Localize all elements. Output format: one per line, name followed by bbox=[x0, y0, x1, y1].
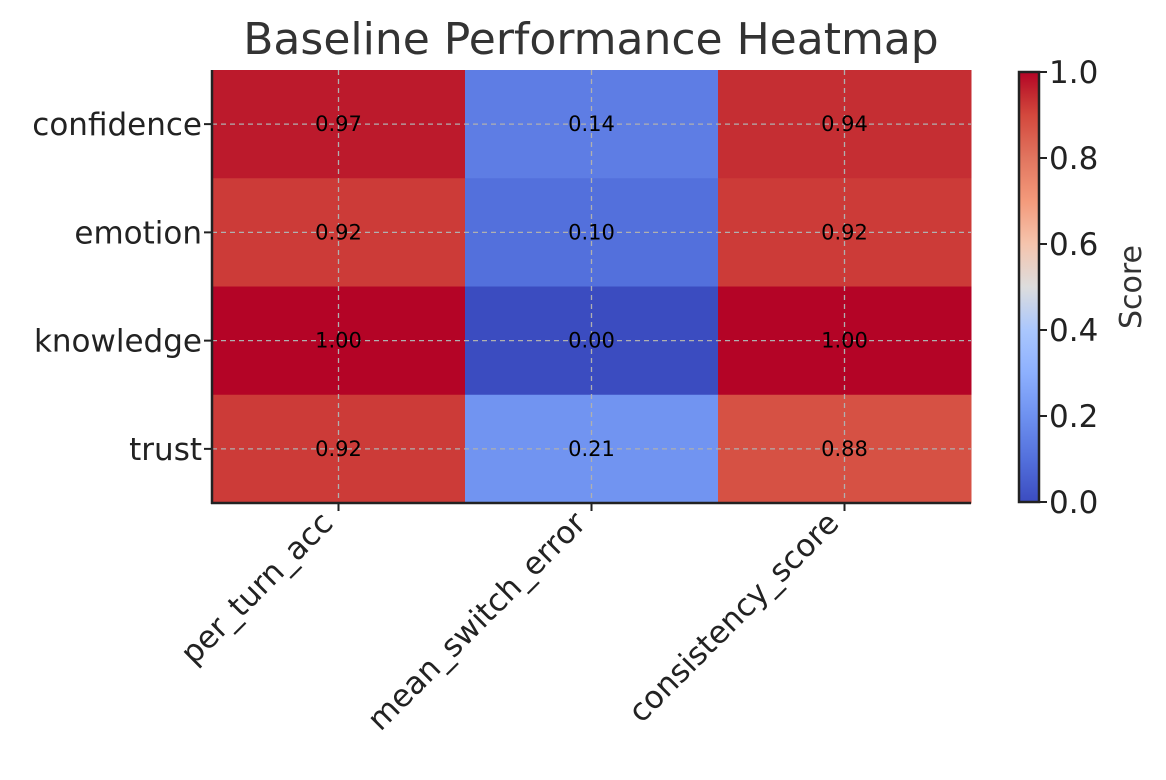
cell-value-label: 0.92 bbox=[821, 220, 868, 244]
axes bbox=[204, 70, 971, 511]
y-tick-label: trust bbox=[129, 432, 202, 468]
cell-value-label: 0.00 bbox=[568, 329, 615, 353]
colorbar-label: Score bbox=[1114, 245, 1149, 329]
y-tick-label: confidence bbox=[32, 107, 202, 143]
x-tick-labels: per_turn_acc mean_switch_error consistency… bbox=[174, 505, 846, 738]
x-tick-label: per_turn_acc bbox=[174, 505, 340, 671]
cell-value-label: 0.92 bbox=[315, 437, 362, 461]
colorbar-tick-label: 0.8 bbox=[1049, 141, 1098, 177]
x-tick-label: consistency_score bbox=[622, 505, 847, 730]
cell-value-label: 0.94 bbox=[821, 112, 868, 136]
cell-value-label: 1.00 bbox=[315, 329, 362, 353]
y-tick-labels: confidence emotion knowledge trust bbox=[32, 107, 202, 468]
cell-value-label: 0.14 bbox=[568, 112, 615, 136]
grid-lines bbox=[212, 70, 971, 503]
colorbar-tick-label: 0.6 bbox=[1049, 227, 1098, 263]
colorbar-tick-label: 0.4 bbox=[1049, 313, 1098, 349]
colorbar: 0.0 0.2 0.4 0.6 0.8 1.0 Score bbox=[1017, 55, 1149, 521]
y-tick-label: knowledge bbox=[34, 324, 202, 360]
cell-value-labels: 0.97 0.14 0.94 0.92 0.10 0.92 1.00 0.00 1.00 0.92… bbox=[315, 112, 868, 461]
colorbar-tick-label: 0.2 bbox=[1049, 399, 1098, 435]
colorbar-tick-label: 1.0 bbox=[1049, 55, 1098, 91]
y-tick-label: emotion bbox=[74, 215, 202, 251]
colorbar-gradient bbox=[1017, 70, 1041, 504]
cell-value-label: 0.10 bbox=[568, 220, 615, 244]
cell-value-label: 1.00 bbox=[821, 329, 868, 353]
cell-value-label: 0.97 bbox=[315, 112, 362, 136]
cell-value-label: 0.92 bbox=[315, 220, 362, 244]
colorbar-tick-label: 0.0 bbox=[1049, 485, 1098, 521]
chart-title: Baseline Performance Heatmap bbox=[243, 14, 938, 65]
x-tick-label: mean_switch_error bbox=[361, 505, 594, 738]
cell-value-label: 0.21 bbox=[568, 437, 615, 461]
cell-value-label: 0.88 bbox=[821, 437, 868, 461]
